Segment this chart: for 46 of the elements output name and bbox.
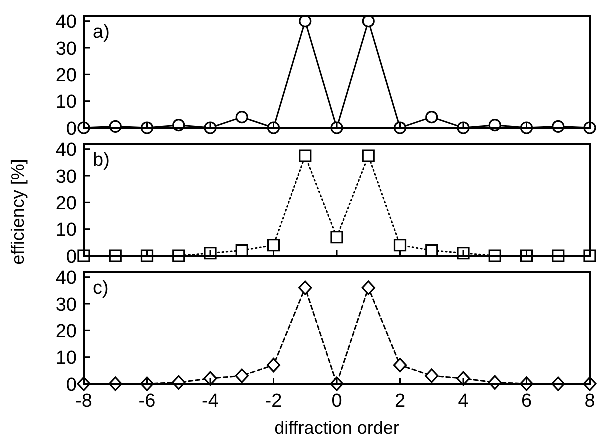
point <box>394 239 407 252</box>
y-tick-label: 0 <box>66 374 77 396</box>
point <box>456 371 470 386</box>
y-tick-label: 40 <box>56 268 77 290</box>
point <box>584 250 596 262</box>
x-tick-label: -8 <box>76 391 92 412</box>
point <box>298 280 312 296</box>
x-tick-label: 6 <box>521 391 532 412</box>
chart-title: b) <box>93 150 110 171</box>
x-tick-label: 0 <box>332 391 342 412</box>
chart-title: c) <box>93 278 109 299</box>
point <box>266 358 281 373</box>
y-tick-label: 0 <box>66 246 77 268</box>
chart-title: a) <box>93 22 110 43</box>
y-tick-label: 10 <box>56 348 77 370</box>
point <box>393 358 408 373</box>
y-tick-label: 30 <box>56 294 77 316</box>
point <box>236 111 248 124</box>
y-tick-label: 20 <box>56 322 77 343</box>
y-tick-label: 10 <box>56 92 77 114</box>
y-tick-label: 40 <box>56 140 77 162</box>
x-tick-label: -2 <box>265 391 282 412</box>
y-tick-label: 40 <box>56 12 77 34</box>
point <box>267 239 280 252</box>
y-tick-label: 20 <box>56 194 77 215</box>
point <box>204 371 218 386</box>
y-tick-label: 30 <box>56 166 77 188</box>
x-axis-title: diffraction order <box>274 418 400 438</box>
point <box>330 231 344 244</box>
x-tick-label: -6 <box>138 391 156 412</box>
y-tick-label: 10 <box>56 220 77 242</box>
y-tick-label: 20 <box>56 66 77 87</box>
x-tick-label: 4 <box>458 391 470 412</box>
x-tick-label: -4 <box>202 391 220 412</box>
point <box>362 280 376 296</box>
y-tick-label: 0 <box>66 118 77 140</box>
point <box>78 250 90 262</box>
y-axis-title: efficiency [%] <box>8 159 28 265</box>
point <box>299 150 312 162</box>
point <box>362 150 375 162</box>
y-tick-label: 30 <box>56 38 77 60</box>
x-tick-label: 2 <box>394 391 406 412</box>
point <box>425 368 439 384</box>
x-tick-label: 8 <box>584 391 596 412</box>
point <box>426 111 438 124</box>
point <box>235 368 249 384</box>
